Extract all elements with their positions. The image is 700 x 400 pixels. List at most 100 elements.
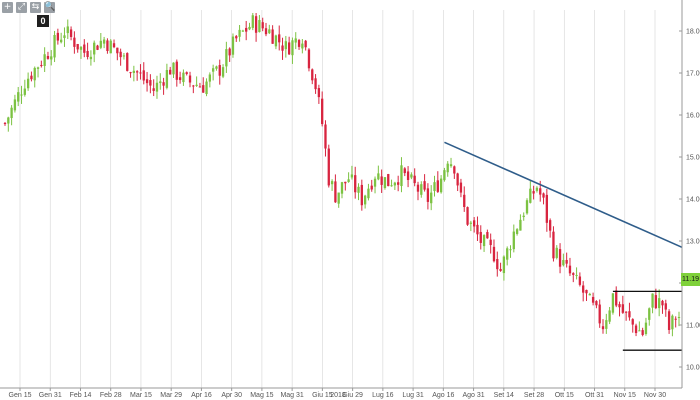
candle-body xyxy=(195,84,198,86)
zoom-region-icon[interactable]: ⤢ xyxy=(16,2,27,13)
pan-icon[interactable]: ⇆ xyxy=(30,2,41,13)
candle-body xyxy=(350,174,354,178)
candle-body xyxy=(278,34,281,43)
candle-body xyxy=(651,293,654,308)
candle-body xyxy=(568,265,572,274)
candle-body xyxy=(13,99,17,111)
candle-body xyxy=(578,276,582,285)
candle-body xyxy=(241,30,245,32)
candle-body xyxy=(611,293,615,313)
candle-body xyxy=(406,171,410,181)
candle-body xyxy=(558,249,562,267)
candle-body xyxy=(3,123,7,125)
candle-body xyxy=(139,72,142,74)
candle-body xyxy=(476,224,479,235)
y-tick-label: 11.00 xyxy=(686,323,700,330)
candle-body xyxy=(509,249,512,251)
candle-body xyxy=(608,310,611,322)
candle-body xyxy=(634,325,638,334)
candle-body xyxy=(446,163,449,173)
candle-body xyxy=(99,40,102,48)
candle-body xyxy=(126,53,129,71)
candle-body xyxy=(225,49,228,67)
candle-body xyxy=(208,74,211,82)
candle-body xyxy=(479,231,482,243)
candle-body xyxy=(136,71,139,73)
candle-body xyxy=(218,65,221,76)
candle-body xyxy=(393,182,397,186)
candle-body xyxy=(512,231,515,250)
y-tick-label: 17.00 xyxy=(686,71,700,78)
candle-body xyxy=(264,28,268,35)
candle-body xyxy=(284,41,287,50)
candle-body xyxy=(155,82,159,92)
candle-body xyxy=(370,185,373,190)
candle-body xyxy=(344,181,347,184)
x-tick-label: Feb 14 xyxy=(70,392,92,399)
candle-body xyxy=(529,188,532,203)
candle-body xyxy=(357,186,360,193)
candle-body xyxy=(390,185,393,187)
candle-body xyxy=(178,77,182,81)
x-tick-label: Ago 16 xyxy=(432,392,454,399)
x-tick-label: Apr 16 xyxy=(191,392,212,399)
y-tick-label: 18.00 xyxy=(686,29,700,36)
candle-body xyxy=(582,285,585,293)
candle-body xyxy=(60,39,63,43)
candle-body xyxy=(397,182,400,185)
candle-body xyxy=(122,55,126,57)
candle-body xyxy=(119,51,122,58)
candle-body xyxy=(26,78,30,89)
candle-body xyxy=(66,26,69,34)
candle-body xyxy=(615,290,618,306)
candle-body xyxy=(116,47,119,54)
candle-body xyxy=(311,69,314,81)
candle-body xyxy=(595,301,598,306)
candle-body xyxy=(10,107,13,119)
zoom-in-icon[interactable]: + xyxy=(2,2,13,13)
candle-body xyxy=(363,195,367,205)
candle-body xyxy=(489,239,492,246)
candle-body xyxy=(245,27,248,32)
x-tick-label: Gen 31 xyxy=(39,392,62,399)
candle-body xyxy=(575,274,578,276)
candle-body xyxy=(354,175,357,193)
candlestick-series xyxy=(3,12,681,337)
candle-body xyxy=(205,81,208,95)
candle-body xyxy=(598,304,601,324)
candle-body xyxy=(545,194,548,223)
candle-body xyxy=(654,295,658,309)
candle-body xyxy=(588,293,591,296)
candle-body xyxy=(671,315,674,330)
candle-body xyxy=(83,44,86,53)
candle-body xyxy=(129,72,132,74)
gridlines xyxy=(19,10,656,388)
candle-body xyxy=(43,54,46,66)
candle-body xyxy=(618,304,621,308)
candle-body xyxy=(46,55,50,59)
candle-body xyxy=(525,200,529,214)
candle-body xyxy=(321,98,324,125)
candle-body xyxy=(482,235,486,247)
candle-body xyxy=(53,34,56,58)
x-tick-label: Apr 30 xyxy=(221,392,242,399)
candle-body xyxy=(436,180,439,192)
candle-body xyxy=(453,166,456,174)
candle-body xyxy=(254,16,258,33)
candle-body xyxy=(36,67,40,69)
candle-body xyxy=(330,181,334,185)
candle-body xyxy=(248,26,251,30)
candle-body xyxy=(109,40,112,54)
candle-body xyxy=(165,69,169,88)
candle-body xyxy=(420,184,423,195)
x-tick-label: Set 28 xyxy=(524,392,544,399)
candle-body xyxy=(605,320,608,329)
candle-body xyxy=(192,85,195,87)
study-selector[interactable]: 0 xyxy=(37,15,49,27)
y-axis: 10.0011.0012.0013.0014.0015.0016.0017.00… xyxy=(679,0,700,388)
search-icon[interactable]: 🔍 xyxy=(44,2,56,13)
chart-toolbar: + ⤢ ⇆ 🔍 xyxy=(2,2,55,13)
candle-body xyxy=(601,326,605,330)
candle-body xyxy=(449,164,453,167)
